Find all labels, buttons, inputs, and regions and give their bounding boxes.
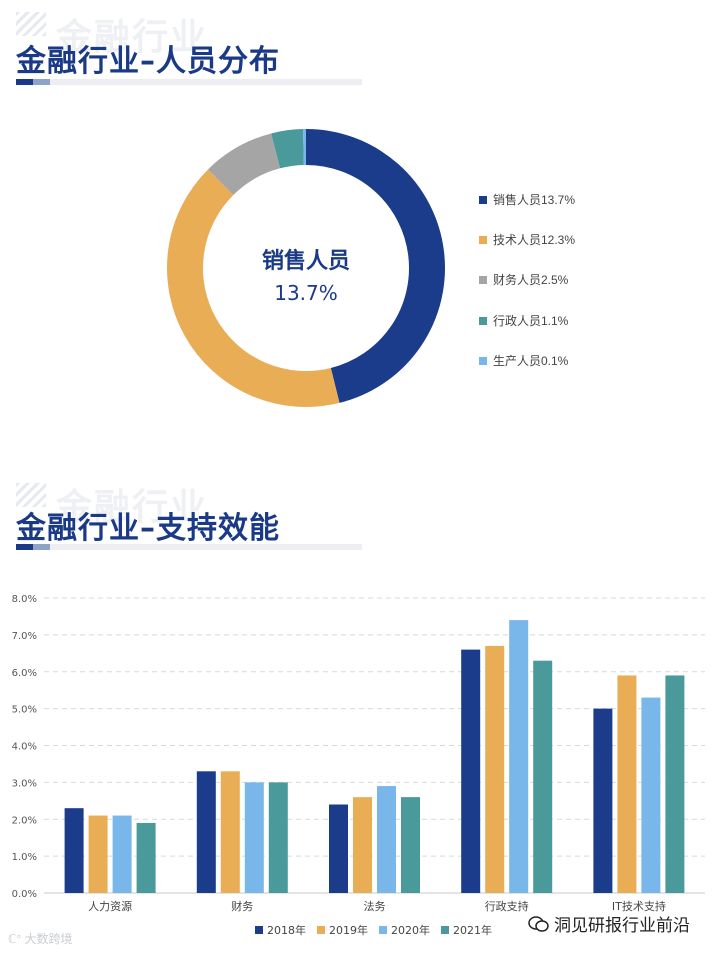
bar-3-1 [485, 645, 505, 893]
donut-slice-3 [271, 129, 305, 169]
x-tick-label: 行政支持 [485, 899, 529, 913]
y-tick-label: 1.0% [12, 852, 37, 863]
bar-2-0 [329, 804, 348, 893]
bar-1-1 [220, 771, 240, 893]
wechat-icon [528, 915, 549, 932]
bar-1-0 [196, 771, 216, 893]
legend-swatch [479, 356, 487, 365]
bar-0-1 [88, 815, 108, 893]
bar-3-0 [461, 649, 481, 893]
section1-rule [16, 79, 362, 85]
y-tick-label: 4.0% [12, 742, 37, 753]
y-tick-label: 6.0% [12, 668, 37, 679]
donut-legend-item: 销售人员13.7% [479, 191, 575, 208]
bar-1-2 [244, 782, 264, 893]
legend-label: 2020年 [391, 923, 430, 937]
y-tick-label: 5.0% [12, 705, 37, 716]
legend-label: 2019年 [329, 923, 368, 937]
bar-4-2 [641, 697, 661, 893]
bar-0-2 [112, 815, 132, 893]
bar-4-0 [593, 708, 613, 893]
y-tick-label: 7.0% [12, 631, 37, 642]
x-tick-label: IT技术支持 [612, 899, 666, 913]
y-tick-label: 8.0% [12, 594, 37, 605]
donut-slice-0 [305, 129, 445, 403]
bar-0-0 [64, 808, 84, 893]
bar-2-2 [377, 786, 396, 893]
section2-watermark: 金融行业 [56, 487, 209, 528]
y-tick-label: 3.0% [12, 778, 37, 789]
bar-0-3 [136, 822, 156, 893]
x-tick-label: 人力资源 [88, 899, 132, 913]
legend-label: 2018年 [267, 923, 306, 937]
legend-swatch [479, 235, 487, 244]
donut-legend-item: 财务人员2.5% [479, 271, 568, 288]
donut-legend-item: 生产人员0.1% [479, 352, 568, 369]
legend-swatch [479, 195, 487, 204]
donut-legend-item: 技术人员12.3% [479, 231, 575, 248]
donut-chart: 销售人员 13.7% [167, 129, 445, 407]
logo-icon: ℂ° [8, 932, 22, 946]
y-tick-label: 2.0% [12, 815, 37, 826]
donut-center-value: 13.7% [274, 281, 338, 305]
donut-center-label: 销售人员 [262, 248, 350, 274]
bar-2-3 [401, 797, 420, 893]
legend-swatch [317, 926, 325, 934]
donut-slice-1 [167, 169, 340, 407]
legend-swatch [441, 926, 449, 934]
donut-legend-item: 行政人员1.1% [479, 312, 568, 329]
x-tick-label: 法务 [364, 899, 386, 913]
legend-label: 2021年 [453, 923, 492, 937]
watermark-hatch [16, 483, 46, 507]
bar-1-3 [268, 782, 288, 893]
legend-swatch [255, 926, 263, 934]
section2-title: 金融行业–支持效能 [16, 511, 280, 546]
bar-4-1 [617, 675, 637, 893]
footer-logo: ℂ° 大数跨境 [8, 932, 73, 946]
bar-3-2 [509, 620, 529, 893]
bar-3-3 [533, 660, 553, 893]
legend-swatch [379, 926, 387, 934]
y-tick-label: 0.0% [12, 889, 37, 900]
section1-title: 金融行业–人员分布 [16, 44, 280, 79]
watermark-hatch [16, 12, 46, 36]
footer-wechat: 洞见研报行业前沿 [528, 911, 690, 936]
legend-swatch [479, 275, 487, 284]
x-tick-label: 财务 [231, 899, 253, 913]
legend-swatch [479, 316, 487, 325]
bar-4-3 [665, 675, 685, 893]
bar-chart: 0.0% 1.0% 2.0% 3.0% 4.0% 5.0% 6.0% 7.0% 8.0% 人力资源… [12, 594, 705, 937]
donut-slice-2 [207, 133, 281, 196]
section1-watermark: 金融行业 [56, 17, 209, 58]
bar-2-1 [353, 797, 372, 893]
section2-rule [16, 544, 362, 550]
